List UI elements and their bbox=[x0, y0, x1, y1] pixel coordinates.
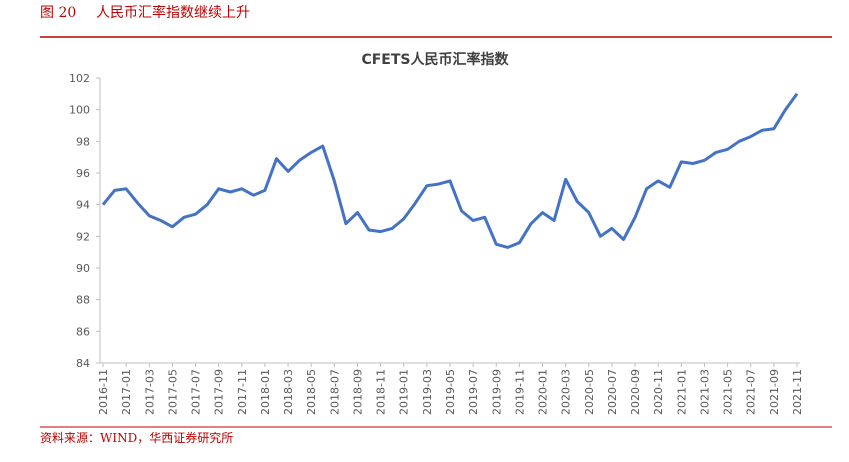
x-tick-label: 2018-03 bbox=[282, 369, 295, 415]
y-tick-label: 92 bbox=[76, 230, 90, 243]
x-tick-label: 2020-09 bbox=[629, 369, 642, 415]
y-tick-label: 84 bbox=[76, 357, 90, 370]
y-tick-label: 86 bbox=[76, 325, 90, 338]
x-tick-label: 2017-01 bbox=[120, 369, 133, 415]
x-tick-label: 2020-05 bbox=[583, 369, 596, 415]
chart-title: CFETS人民币汇率指数 bbox=[361, 51, 509, 68]
x-tick-label: 2017-07 bbox=[190, 369, 203, 415]
y-tick-label: 102 bbox=[69, 72, 90, 85]
x-tick-label: 2018-11 bbox=[375, 369, 388, 415]
x-tick-label: 2019-05 bbox=[444, 369, 457, 415]
x-tick-label: 2018-09 bbox=[351, 369, 364, 415]
x-tick-label: 2017-11 bbox=[236, 369, 249, 415]
y-tick-label: 96 bbox=[76, 167, 90, 180]
x-tick-label: 2020-07 bbox=[606, 369, 619, 415]
x-tick-label: 2016-11 bbox=[97, 369, 110, 415]
figure-caption: 人民币汇率指数继续上升 bbox=[96, 4, 250, 21]
x-tick-label: 2019-03 bbox=[421, 369, 434, 415]
y-tick-label: 90 bbox=[76, 262, 90, 275]
y-tick-label: 94 bbox=[76, 199, 90, 212]
x-tick-label: 2019-11 bbox=[513, 369, 526, 415]
x-tick-label: 2020-11 bbox=[652, 369, 665, 415]
source: 资料来源：WIND，华西证券研究所 bbox=[40, 430, 233, 445]
x-tick-label: 2017-03 bbox=[143, 369, 156, 415]
x-tick-label: 2019-01 bbox=[398, 369, 411, 415]
x-tick-label: 2021-01 bbox=[675, 369, 688, 415]
x-tick-label: 2018-01 bbox=[259, 369, 272, 415]
x-tick-label: 2018-05 bbox=[305, 369, 318, 415]
y-tick-label: 98 bbox=[76, 135, 90, 148]
x-tick-label: 2017-05 bbox=[166, 369, 179, 415]
x-tick-label: 2020-01 bbox=[537, 369, 550, 415]
x-tick-label: 2017-09 bbox=[213, 369, 226, 415]
x-tick-label: 2018-07 bbox=[328, 369, 341, 415]
x-tick-label: 2021-03 bbox=[698, 369, 711, 415]
x-tick-label: 2020-03 bbox=[560, 369, 573, 415]
x-tick-label: 2021-05 bbox=[722, 369, 735, 415]
x-tick-label: 2021-09 bbox=[768, 369, 781, 415]
x-tick-label: 2021-11 bbox=[791, 369, 804, 415]
figure-label: 图 20 bbox=[40, 5, 76, 21]
series-line bbox=[101, 92, 799, 249]
x-tick-label: 2019-07 bbox=[467, 369, 480, 415]
x-tick-label: 2021-07 bbox=[745, 369, 758, 415]
x-tick-label: 2019-09 bbox=[490, 369, 503, 415]
y-tick-label: 100 bbox=[69, 104, 90, 117]
y-tick-label: 88 bbox=[76, 294, 90, 307]
